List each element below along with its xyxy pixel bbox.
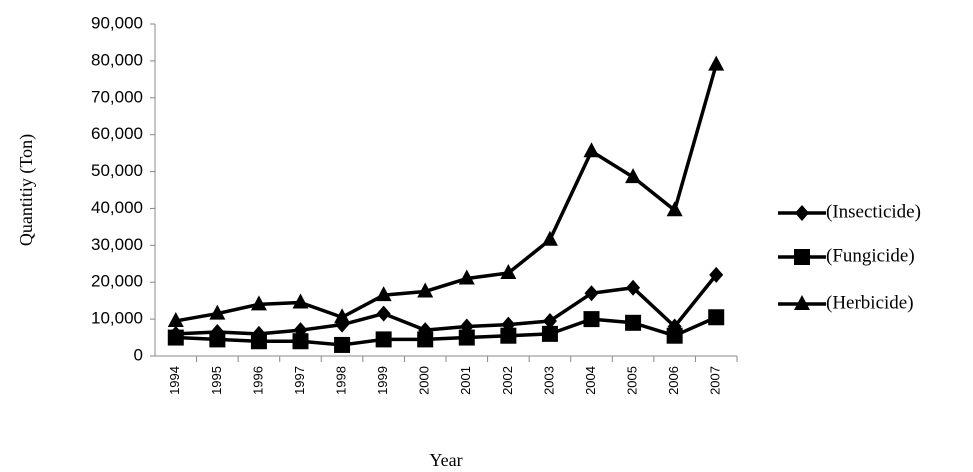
x-tick-label: 2000: [417, 366, 432, 395]
marker-diamond: [795, 205, 809, 221]
legend-label: (Insecticide): [826, 201, 921, 222]
legend-label: (Fungicide): [826, 245, 915, 266]
x-tick-label: 1999: [375, 366, 390, 395]
marker-square: [209, 331, 226, 348]
marker-triangle: [167, 311, 184, 327]
marker-triangle: [458, 269, 475, 285]
marker-diamond: [626, 279, 641, 296]
y-tick-label: 60,000: [91, 124, 143, 143]
marker-square: [794, 249, 810, 265]
marker-triangle: [666, 201, 683, 217]
marker-square: [583, 311, 600, 328]
y-tick-label: 70,000: [91, 87, 143, 106]
marker-triangle: [541, 230, 558, 246]
y-tick-label: 80,000: [91, 50, 143, 69]
legend-label: (Herbicide): [826, 292, 914, 313]
y-tick-label: 20,000: [91, 272, 143, 291]
x-tick-label: 2006: [666, 366, 681, 395]
marker-square: [417, 331, 434, 348]
x-tick-label: 1997: [292, 366, 307, 395]
marker-triangle: [500, 264, 517, 279]
y-tick-label: 0: [134, 345, 143, 364]
x-tick-label: 2004: [583, 366, 598, 395]
marker-diamond: [376, 305, 391, 322]
x-tick-label: 1998: [334, 366, 349, 395]
marker-triangle: [334, 308, 351, 324]
x-tick-label: 2002: [500, 366, 515, 395]
y-tick-label: 30,000: [91, 235, 143, 254]
marker-triangle: [209, 304, 226, 320]
y-tick-label: 50,000: [91, 161, 143, 180]
marker-diamond: [709, 266, 724, 283]
marker-square: [167, 329, 184, 346]
marker-triangle: [417, 282, 434, 298]
y-tick-label: 90,000: [91, 13, 143, 32]
marker-triangle: [708, 55, 725, 71]
series-line: [175, 64, 718, 323]
marker-diamond: [584, 285, 599, 302]
x-tick-label: 1995: [209, 366, 224, 395]
marker-diamond: [542, 312, 557, 329]
marker-square: [458, 329, 475, 346]
marker-square: [625, 314, 642, 331]
x-tick-label: 1996: [250, 366, 265, 395]
marker-square: [334, 336, 351, 353]
marker-square: [708, 309, 725, 326]
marker-square: [666, 327, 683, 344]
x-tick-label: 2005: [625, 366, 640, 395]
marker-triangle: [794, 295, 810, 310]
y-tick-label: 10,000: [91, 309, 143, 328]
x-tick-label: 2007: [708, 366, 723, 395]
y-tick-label: 40,000: [91, 198, 143, 217]
marker-square: [541, 325, 558, 342]
marker-triangle: [583, 142, 600, 158]
x-axis-title: Year: [429, 450, 462, 470]
marker-square: [250, 333, 267, 350]
marker-square: [292, 333, 309, 350]
marker-triangle: [292, 293, 309, 309]
marker-triangle: [375, 286, 392, 302]
marker-square: [375, 331, 392, 348]
y-axis-title: Quantitiy (Ton): [16, 134, 37, 246]
marker-square: [500, 327, 517, 344]
marker-triangle: [250, 295, 267, 311]
x-tick-label: 1994: [167, 366, 182, 395]
marker-triangle: [625, 168, 642, 184]
x-tick-label: 2001: [458, 366, 473, 395]
x-tick-label: 2003: [541, 366, 556, 395]
